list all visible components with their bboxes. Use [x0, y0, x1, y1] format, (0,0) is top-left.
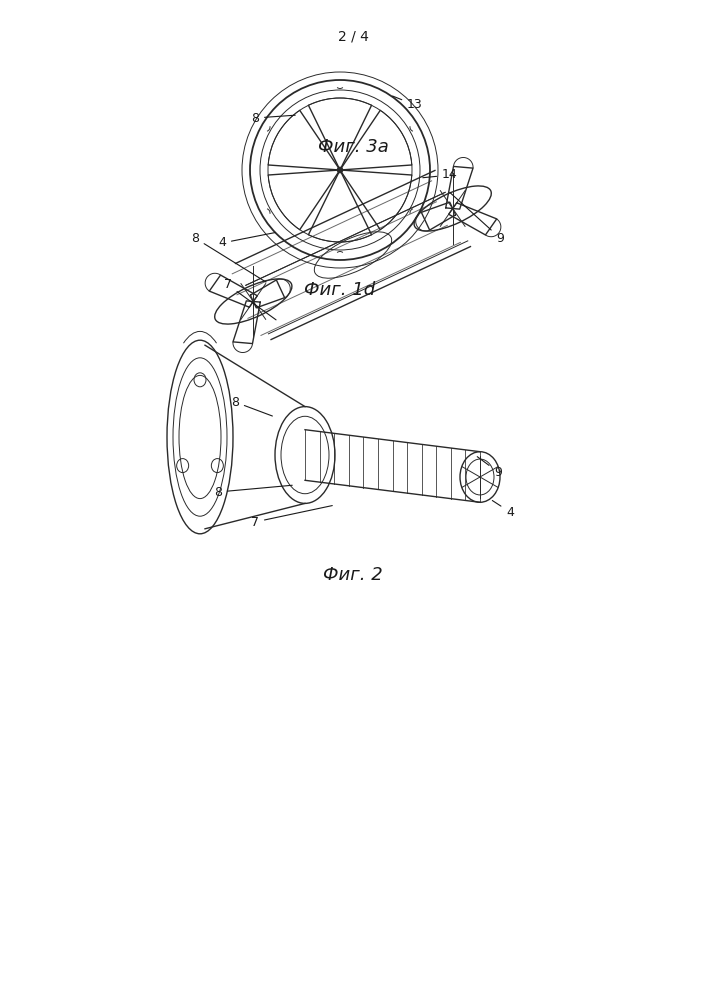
Text: 4: 4: [492, 501, 514, 518]
Text: Фиг. 1d: Фиг. 1d: [305, 281, 375, 299]
Text: Фиг. 2: Фиг. 2: [323, 566, 383, 584]
Circle shape: [337, 167, 343, 173]
Text: 8: 8: [191, 232, 266, 282]
Text: Фиг. 3a: Фиг. 3a: [317, 138, 388, 156]
Text: 9: 9: [450, 192, 504, 244]
Text: 4: 4: [218, 233, 275, 249]
Text: 8: 8: [251, 111, 296, 124]
Text: 14: 14: [423, 168, 458, 182]
Text: 9: 9: [477, 457, 502, 479]
Text: 7: 7: [224, 278, 276, 320]
Text: 13: 13: [392, 96, 423, 111]
Text: 8: 8: [214, 485, 292, 498]
Text: 8: 8: [231, 395, 272, 416]
Text: 7: 7: [251, 506, 332, 528]
Text: 2 / 4: 2 / 4: [337, 30, 368, 44]
